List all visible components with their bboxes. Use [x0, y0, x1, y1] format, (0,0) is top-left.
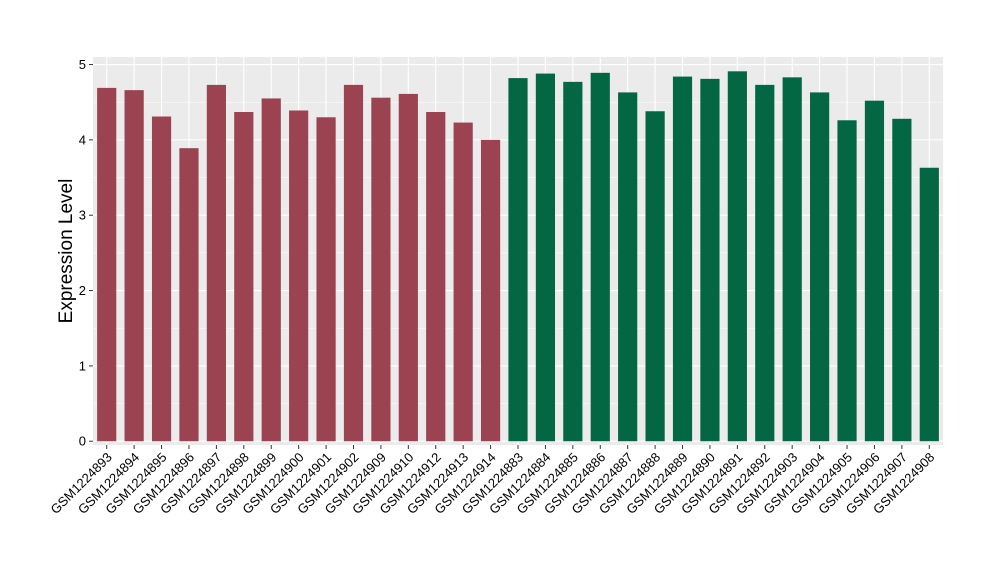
bar-GSM1224914 — [480, 139, 501, 442]
bar-GSM1224893 — [97, 87, 117, 442]
bar-GSM1224910 — [398, 93, 418, 442]
y-tick-label: 2 — [79, 283, 86, 298]
bar-GSM1224906 — [864, 100, 885, 442]
bar-GSM1224913 — [453, 122, 473, 442]
bar-GSM1224912 — [426, 111, 446, 442]
bar-GSM1224889 — [672, 76, 693, 442]
bar-GSM1224883 — [508, 78, 528, 442]
bar-GSM1224899 — [261, 98, 281, 442]
bar-GSM1224884 — [535, 73, 556, 442]
bar-GSM1224886 — [590, 72, 610, 442]
bar-GSM1224902 — [343, 84, 364, 442]
bar-GSM1224891 — [727, 71, 747, 442]
bar-GSM1224888 — [645, 111, 665, 442]
bar-GSM1224896 — [179, 148, 199, 442]
bar-GSM1224887 — [618, 92, 638, 442]
y-tick-label: 3 — [79, 208, 86, 223]
bar-GSM1224898 — [234, 111, 254, 442]
bar-GSM1224897 — [206, 84, 226, 442]
bar-GSM1224909 — [371, 97, 391, 442]
y-axis-title: Expression Level — [56, 179, 77, 324]
y-axis: 0 1 2 3 4 5 — [79, 57, 93, 449]
bar-GSM1224895 — [151, 116, 172, 442]
bar-GSM1224892 — [755, 84, 775, 442]
x-axis: GSM1224893GSM1224894GSM1224895GSM1224896… — [47, 445, 937, 517]
bar-GSM1224885 — [563, 81, 583, 442]
y-tick-label: 4 — [79, 132, 86, 147]
bar-GSM1224901 — [316, 117, 336, 442]
bars — [97, 71, 939, 442]
bar-GSM1224900 — [289, 110, 309, 442]
bar-GSM1224905 — [837, 120, 857, 442]
bar-GSM1224894 — [124, 90, 144, 442]
y-tick-label: 1 — [79, 358, 86, 373]
y-tick-label: 0 — [79, 434, 86, 449]
bar-GSM1224907 — [892, 118, 912, 442]
y-tick-label: 5 — [79, 57, 86, 72]
bar-GSM1224890 — [700, 78, 720, 442]
bar-GSM1224908 — [919, 167, 939, 442]
bar-GSM1224904 — [810, 92, 830, 442]
bar-GSM1224903 — [782, 77, 802, 442]
